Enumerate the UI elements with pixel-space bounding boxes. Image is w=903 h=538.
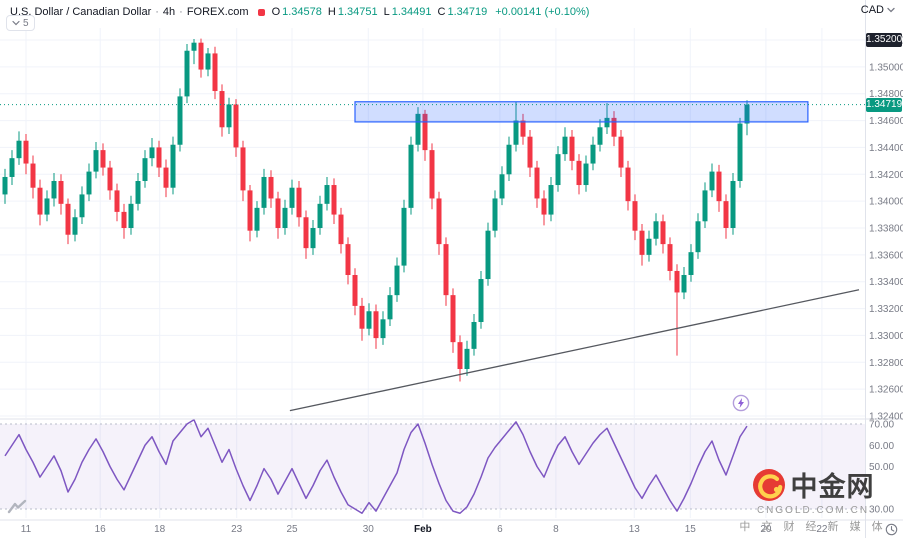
price-tick-label: 1.32400 xyxy=(869,412,903,423)
high-value: 1.34751 xyxy=(337,6,378,18)
price-tick-label: 1.32800 xyxy=(869,358,903,369)
trendline-drawing[interactable] xyxy=(289,289,860,412)
price-tick-label: 1.34800 xyxy=(869,89,903,100)
currency-label: CAD xyxy=(860,4,884,16)
time-axis-labels: 11 16 18 23 25 30 Feb 6 8 13 15 20 22 xyxy=(21,524,828,535)
time-tick-label: 15 xyxy=(685,524,697,535)
change-value: +0.00141 (+0.10%) xyxy=(495,6,590,18)
tradingview-logo[interactable] xyxy=(7,499,29,515)
low-label: L xyxy=(383,6,390,18)
symbol-title[interactable]: U.S. Dollar / Canadian Dollar xyxy=(10,6,152,18)
rsi-tick-label: 30.00 xyxy=(869,505,894,516)
low-value: 1.34491 xyxy=(391,6,432,18)
chart-plot-area[interactable] xyxy=(0,28,865,418)
time-tick-label: 23 xyxy=(231,524,243,535)
time-tick-label: 8 xyxy=(553,524,559,535)
price-tick-label: 1.34000 xyxy=(869,197,903,208)
clock-icon[interactable] xyxy=(885,523,898,536)
chevron-down-icon xyxy=(12,20,20,26)
price-axis-labels: 1.35200 1.35000 1.34800 1.34600 1.34400 1.342… xyxy=(869,36,903,516)
time-tick-label: 25 xyxy=(286,524,298,535)
price-tick-label: 1.33600 xyxy=(869,250,903,261)
price-tick-label: 1.33000 xyxy=(869,331,903,342)
candlestick-series xyxy=(2,38,750,382)
time-tick-label: 11 xyxy=(21,524,32,535)
separator-dot: · xyxy=(155,6,159,18)
market-status-icon xyxy=(257,8,265,16)
ohlc-readout: O 1.34578 H 1.34751 L 1.34491 C 1.34719 … xyxy=(272,6,590,18)
open-label: O xyxy=(271,6,281,18)
price-tick-label: 1.34400 xyxy=(869,143,903,154)
rsi-line xyxy=(4,419,748,514)
close-value: 1.34719 xyxy=(447,6,488,18)
time-tick-label: 6 xyxy=(497,524,503,535)
time-tick-label: 22 xyxy=(816,524,828,535)
price-tick-label: 1.33200 xyxy=(869,304,903,315)
price-tick-label: 1.32600 xyxy=(869,385,903,396)
rsi-tick-label: 70.00 xyxy=(869,420,894,431)
current-price-badge: 1.34719 xyxy=(866,98,903,112)
lightning-icon xyxy=(738,398,744,408)
time-tick-label: 13 xyxy=(629,524,641,535)
time-tick-label: 20 xyxy=(760,524,772,535)
interval-label[interactable]: 4h xyxy=(162,6,176,18)
rsi-tick-label: 60.00 xyxy=(869,441,894,452)
rsi-tick-label: 50.00 xyxy=(869,462,894,473)
price-tick-label: 1.35000 xyxy=(869,62,903,73)
close-label: C xyxy=(437,6,446,18)
time-tick-label: 30 xyxy=(363,524,375,535)
high-label: H xyxy=(327,6,336,18)
exchange-label[interactable]: FOREX.com xyxy=(186,6,249,18)
chevron-down-icon xyxy=(887,7,895,13)
magic-drawing-button[interactable] xyxy=(732,394,750,412)
supply-zone-rectangle[interactable] xyxy=(354,101,809,123)
chart-line-icon xyxy=(7,499,27,514)
price-tick-label: 1.34600 xyxy=(869,116,903,127)
open-value: 1.34578 xyxy=(282,6,322,18)
time-tick-label: 18 xyxy=(154,524,166,535)
separator-dot: · xyxy=(179,6,183,18)
chart-legend-header: U.S. Dollar / Canadian Dollar · 4h · FOR… xyxy=(0,0,903,24)
price-tick-label: 1.33800 xyxy=(869,224,903,235)
price-tick-label: 1.34200 xyxy=(869,170,903,181)
alert-price-badge: 1.35200 xyxy=(866,33,903,47)
indicator-count: 5 xyxy=(23,17,29,29)
time-tick-label: 16 xyxy=(95,524,107,535)
rsi-pane[interactable] xyxy=(0,420,865,518)
currency-selector[interactable]: CAD xyxy=(861,4,895,16)
legend-collapse-chip[interactable]: 5 xyxy=(6,15,35,31)
rsi-indicator xyxy=(0,419,865,514)
time-tick-label: Feb xyxy=(414,524,432,535)
time-axis[interactable] xyxy=(0,520,865,538)
price-tick-label: 1.33400 xyxy=(869,277,903,288)
